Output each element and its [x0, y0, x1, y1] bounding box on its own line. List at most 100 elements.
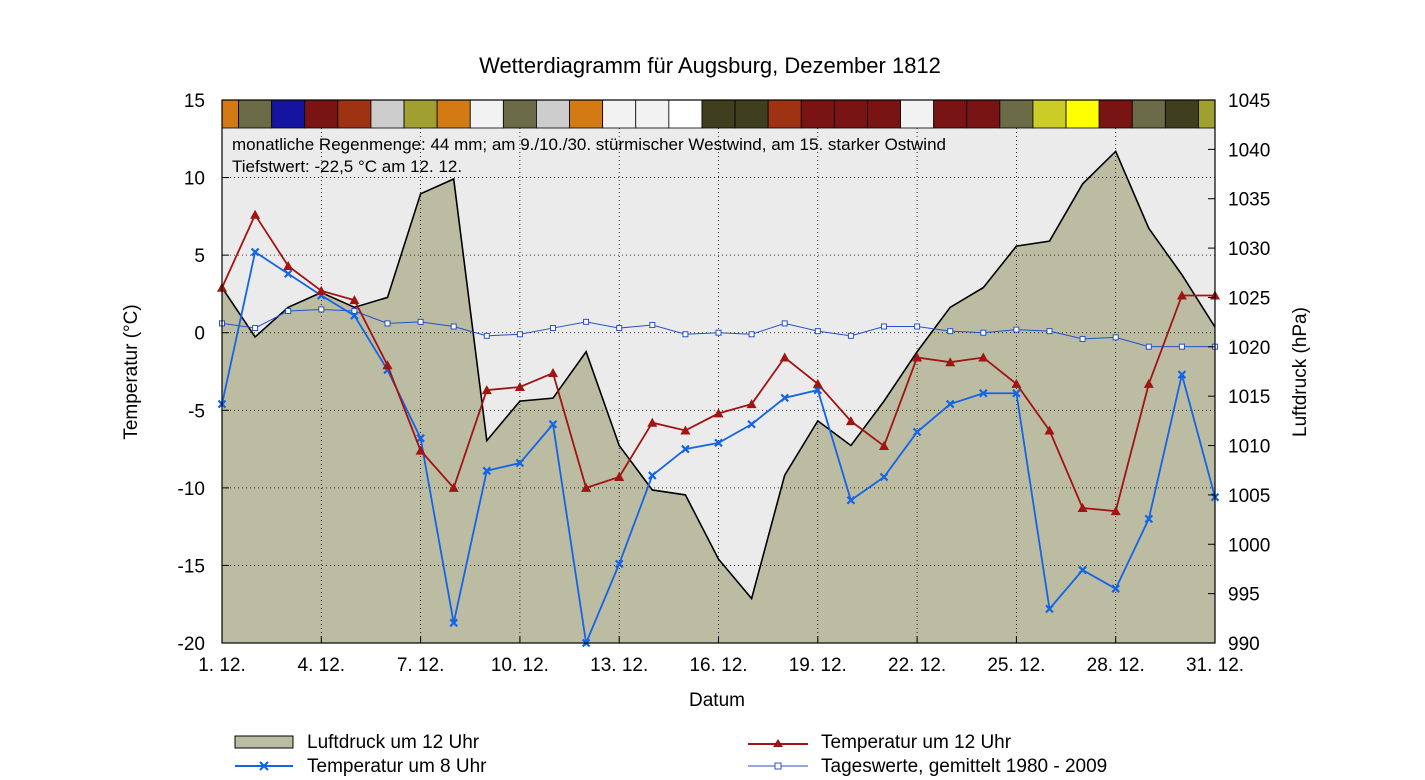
temp12-point [481, 385, 492, 395]
weather-cell [900, 99, 935, 129]
temp8-point [747, 419, 756, 429]
temp12-point [978, 352, 989, 362]
mean-point [450, 323, 457, 330]
temp12-point [1110, 506, 1121, 516]
pressure-line [221, 149, 1216, 601]
weather-cell [403, 99, 438, 129]
temp12-point [1143, 378, 1154, 388]
weather-cell [1198, 99, 1216, 129]
mean-point [1112, 334, 1119, 341]
chart-note-2: Tiefstwert: -22,5 °C am 12. 12. [232, 157, 462, 176]
weather-cell [221, 99, 239, 129]
mean-point [1079, 335, 1086, 342]
x-tick-label: 31. 12. [1186, 655, 1244, 676]
mean-point [847, 332, 854, 339]
temp12-point [548, 368, 558, 378]
mean-point [384, 320, 391, 327]
weather-cell [867, 99, 901, 129]
weather-cell [1131, 99, 1166, 129]
weather-cell [933, 99, 968, 129]
y-tick-label-left: 15 [184, 91, 205, 112]
weather-cell [668, 99, 703, 129]
temp12-point [945, 357, 956, 367]
weather-cell [1032, 99, 1067, 129]
temp12-point [746, 399, 757, 409]
temp12-point [845, 416, 856, 426]
temp8-point [780, 393, 789, 403]
temp12-point [448, 482, 459, 492]
y-tick-label-right: 990 [1228, 634, 1260, 655]
weather-cell [370, 99, 405, 129]
mean-point [715, 329, 722, 336]
mean-point [947, 328, 954, 335]
temp12-point [1176, 290, 1187, 300]
temp8-point [912, 427, 922, 437]
weather-cell [800, 99, 835, 129]
y-tick-label-right: 1035 [1228, 190, 1270, 211]
mean-point [1013, 326, 1020, 333]
weather-cell [999, 99, 1034, 129]
mean-point [1046, 328, 1053, 335]
y-tick-label-left: -15 [178, 556, 205, 577]
mean-point [417, 318, 424, 325]
x-tick-label: 28. 12. [1087, 655, 1145, 676]
y-tick-label-left: 10 [184, 169, 205, 190]
y-tick-label-right: 1045 [1228, 91, 1270, 112]
mean-point [748, 331, 755, 338]
temp12-point [1077, 503, 1088, 513]
temp12-point [614, 471, 625, 481]
weather-cell [304, 99, 339, 129]
y-tick-label-right: 1010 [1228, 437, 1270, 458]
weather-cell [767, 99, 802, 129]
weather-cell [502, 99, 537, 129]
temp12-point [812, 378, 823, 388]
temp8-point [1111, 584, 1120, 593]
temp8-point [681, 444, 690, 454]
temp8-point [979, 388, 988, 398]
mean-point [914, 323, 921, 330]
temp8-point [416, 433, 425, 443]
legend-label-mean: Tageswerte, gemittelt 1980 - 2009 [821, 756, 1107, 777]
mean-point [881, 323, 887, 330]
x-tick-label: 25. 12. [987, 655, 1045, 676]
weather-cell [436, 99, 471, 129]
weather-cell [701, 99, 736, 129]
x-tick-label: 4. 12. [298, 655, 346, 676]
y-tick-label-right: 1040 [1228, 140, 1270, 161]
weather-cell [602, 99, 637, 129]
temp8-point [846, 495, 856, 505]
temp12-point [250, 209, 261, 219]
temp12-point [1044, 425, 1055, 435]
weather-cell [1164, 99, 1199, 129]
temp12-point [680, 425, 691, 435]
weather-cell [238, 99, 273, 129]
weather-cell [833, 99, 868, 129]
weather-cell [569, 99, 604, 129]
x-tick-label: 22. 12. [888, 655, 946, 676]
y-tick-label-left: 0 [194, 324, 205, 345]
x-tick-label: 13. 12. [590, 655, 648, 676]
weather-cell [271, 99, 306, 129]
mean-point [649, 321, 656, 328]
temp8-point [1078, 565, 1087, 575]
mean-point [252, 325, 259, 332]
temp8-point [1045, 604, 1054, 614]
weather-cell [337, 99, 372, 129]
mean-point [682, 331, 689, 338]
legend-marker-mean [774, 762, 782, 770]
temp8-point [1012, 388, 1021, 398]
y-tick-label-right: 1005 [1228, 486, 1270, 507]
y-tick-label-right: 1020 [1228, 338, 1270, 359]
y-tick-label-right: 1030 [1228, 239, 1270, 260]
y-tick-label-right: 1015 [1228, 387, 1270, 408]
temp12-point [415, 445, 426, 455]
temp12-point [514, 382, 525, 392]
legend-marker-temp12 [773, 739, 783, 747]
temp8-point [614, 559, 624, 569]
weather-cell [966, 99, 1001, 129]
x-axis-label: Datum [689, 690, 745, 711]
temp8-point [1144, 514, 1154, 524]
weather-cell [536, 99, 570, 129]
temp8-point [714, 438, 723, 448]
mean-point [814, 328, 821, 335]
